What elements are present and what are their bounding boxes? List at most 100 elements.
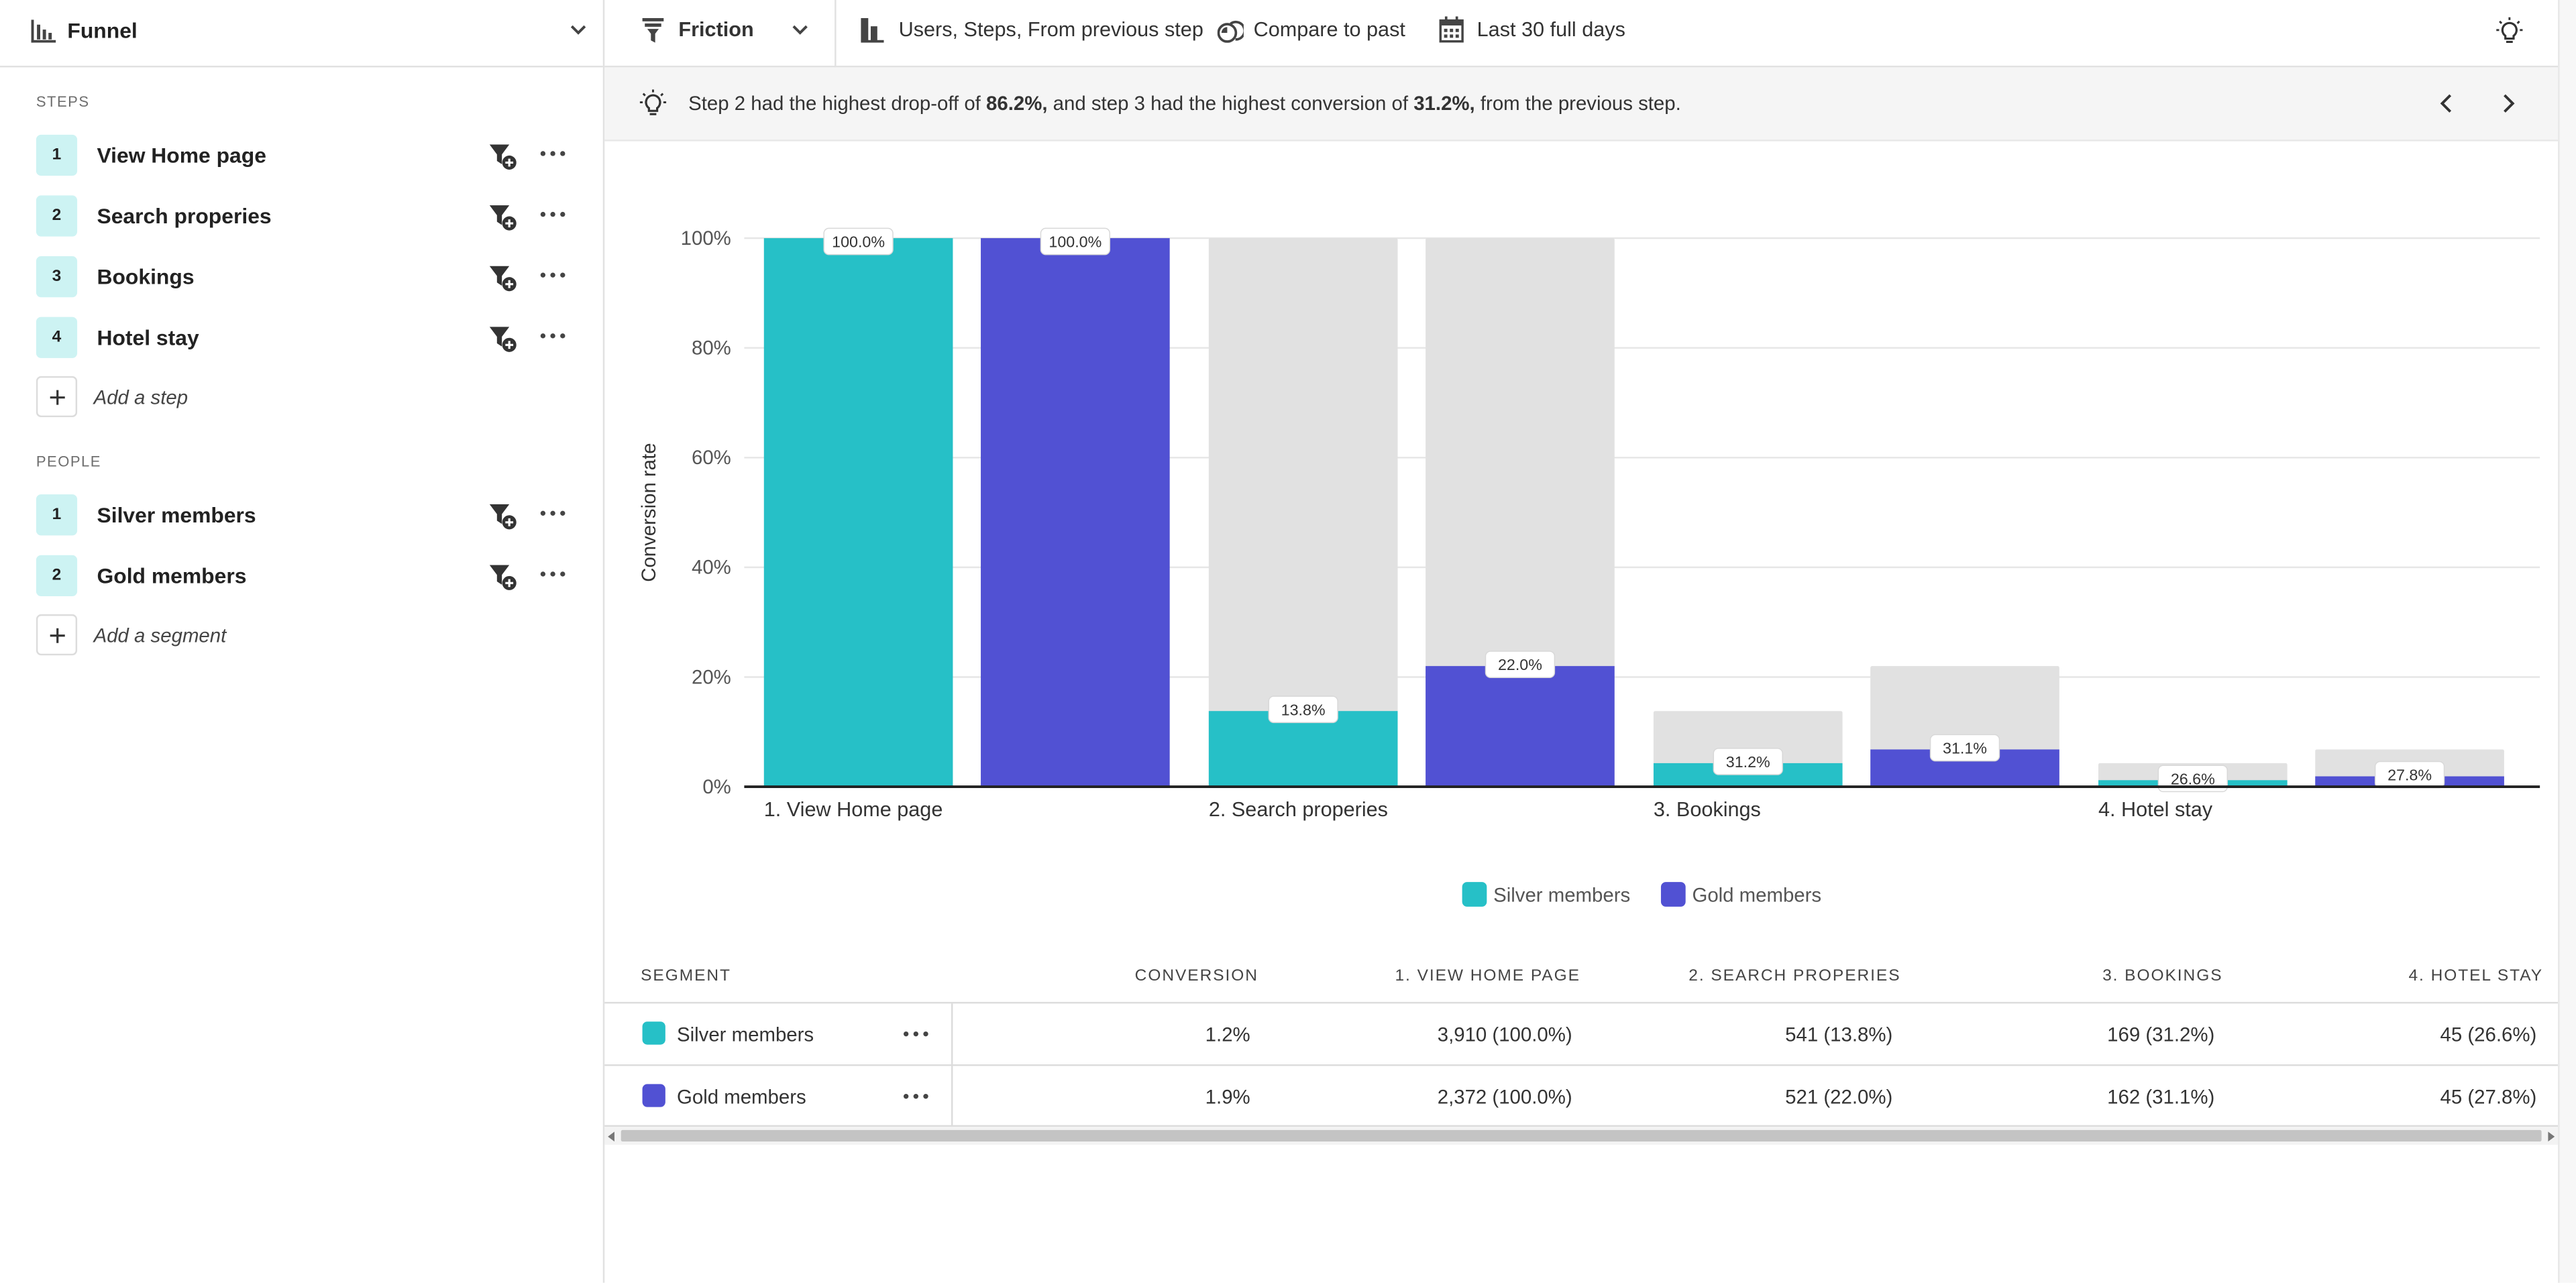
filter-add-icon[interactable] — [488, 264, 517, 292]
conversion-bar — [1426, 666, 1615, 787]
compare-icon — [1217, 21, 1244, 43]
legend-label: Gold members — [1692, 885, 1821, 907]
table-header-conversion[interactable]: CONVERSION — [1134, 967, 1258, 986]
filter-add-icon[interactable] — [488, 563, 517, 592]
table-divider — [604, 1125, 2559, 1127]
filter-add-icon[interactable] — [488, 204, 517, 232]
scroll-right-icon[interactable] — [2546, 1131, 2555, 1142]
step2-cell: 541 (13.8%) — [1785, 1023, 1893, 1047]
conversion-bar — [981, 238, 1170, 787]
chevron-left-icon[interactable] — [2440, 94, 2453, 113]
table-divider — [604, 1064, 2559, 1066]
add-segment-label: Add a segment — [93, 624, 227, 647]
visualization-title: Funnel — [67, 17, 138, 43]
data-label-chip — [1040, 227, 1111, 256]
lightbulb-icon — [639, 89, 667, 115]
step3-cell: 169 (31.2%) — [2107, 1023, 2215, 1047]
more-options-icon[interactable] — [539, 271, 568, 281]
add-icon — [36, 376, 78, 418]
conversion-bar — [1208, 711, 1398, 787]
step1-cell: 3,910 (100.0%) — [1437, 1023, 1572, 1047]
people-section-header: PEOPLE — [36, 453, 101, 470]
funnel-chart: 0% 20% 40% 60% 80% 100% Conversion rate 100.0% 1… — [638, 227, 2540, 907]
insight-banner: Step 2 had the highest drop-off of 86.2%… — [604, 67, 2559, 142]
more-options-icon[interactable] — [539, 570, 568, 580]
segment-number: 1 — [36, 494, 78, 536]
more-options-icon[interactable] — [902, 1093, 932, 1103]
table-divider — [604, 1001, 2559, 1004]
data-label: 26.6% — [2171, 770, 2215, 787]
data-label-chip — [1713, 748, 1783, 775]
step-number: 4 — [36, 317, 78, 358]
insight-part: from the previous step. — [1474, 92, 1681, 115]
x-category-label: 4. Hotel stay — [2098, 798, 2213, 821]
y-tick-label: 60% — [692, 447, 731, 469]
filter-add-icon[interactable] — [488, 143, 517, 171]
data-label: 100.0% — [1049, 233, 1102, 251]
data-label-chip — [823, 227, 894, 256]
filter-add-icon[interactable] — [488, 502, 517, 531]
more-options-icon[interactable] — [539, 210, 568, 220]
insight-part: and step 3 had the highest conversion of — [1047, 92, 1414, 115]
segment-swatch-silver — [642, 1021, 665, 1045]
table-header-step4[interactable]: 4. HOTEL STAY — [2408, 967, 2544, 986]
segment-label: Silver members — [97, 502, 256, 528]
chevron-down-icon[interactable] — [570, 25, 586, 36]
calendar-icon — [1439, 16, 1464, 43]
table-header-step1[interactable]: 1. VIEW HOME PAGE — [1395, 967, 1580, 986]
vertical-scrollbar[interactable] — [2558, 0, 2576, 1283]
more-options-icon[interactable] — [539, 509, 568, 519]
data-label: 31.1% — [1943, 740, 1987, 757]
segment-swatch-gold — [642, 1084, 665, 1107]
more-options-icon[interactable] — [539, 150, 568, 160]
filter-add-icon[interactable] — [488, 325, 517, 353]
step-number: 1 — [36, 134, 78, 176]
conversion-cell: 1.2% — [1205, 1023, 1250, 1047]
lightbulb-icon[interactable] — [2496, 16, 2524, 46]
segment-cell: Gold members — [676, 1085, 806, 1109]
step3-cell: 162 (31.1%) — [2107, 1085, 2215, 1109]
step-number: 3 — [36, 256, 78, 298]
conversion-bar — [763, 238, 953, 787]
visualization-selector[interactable]: Funnel — [0, 0, 603, 68]
step-label: Bookings — [97, 264, 195, 290]
table-header-step3[interactable]: 3. BOOKINGS — [2102, 967, 2223, 986]
more-options-icon[interactable] — [902, 1030, 932, 1040]
y-axis-label: Conversion rate — [638, 443, 660, 581]
step-label: View Home page — [97, 143, 266, 168]
step-label: Hotel stay — [97, 325, 199, 350]
insight-text: Step 2 had the highest drop-off of 86.2%… — [688, 92, 1681, 115]
data-label-chip — [1485, 651, 1556, 678]
x-category-label: 1. View Home page — [764, 798, 943, 821]
analysis-mode-label: Friction — [678, 17, 754, 42]
horizontal-scrollbar[interactable] — [604, 1127, 2559, 1145]
y-tick-label: 80% — [692, 337, 731, 359]
data-label: 22.0% — [1498, 656, 1542, 673]
data-label: 100.0% — [832, 233, 885, 251]
step-number: 2 — [36, 195, 78, 237]
scrollbar-thumb[interactable] — [621, 1129, 2542, 1142]
more-options-icon[interactable] — [539, 332, 568, 342]
data-label: 13.8% — [1281, 701, 1326, 718]
segment-label: Gold members — [97, 563, 247, 588]
chevron-right-icon[interactable] — [2502, 94, 2516, 113]
step4-cell: 45 (26.6%) — [2440, 1023, 2537, 1047]
toolbar: Friction Users, Steps, From previous ste… — [604, 0, 2576, 68]
y-tick-label: 40% — [692, 557, 731, 579]
toolbar-divider — [835, 0, 837, 66]
data-label-chip — [1929, 734, 2000, 762]
table-header-step2[interactable]: 2. SEARCH PROPERIES — [1688, 967, 1901, 986]
legend-swatch — [1660, 882, 1686, 907]
data-label-chip — [1268, 695, 1338, 724]
data-label-chip — [2157, 765, 2228, 793]
segment-cell: Silver members — [676, 1023, 814, 1047]
bar-settings-icon — [861, 17, 884, 43]
chevron-down-icon — [792, 25, 808, 35]
step4-cell: 45 (27.8%) — [2440, 1085, 2537, 1109]
table-header-segment[interactable]: SEGMENT — [641, 967, 731, 986]
settings-label: Users, Steps, From previous step — [898, 17, 1203, 42]
y-tick-label: 0% — [702, 776, 731, 798]
scroll-left-icon[interactable] — [608, 1131, 616, 1142]
dropoff-bar — [1208, 238, 1398, 787]
data-label: 27.8% — [2387, 767, 2432, 784]
